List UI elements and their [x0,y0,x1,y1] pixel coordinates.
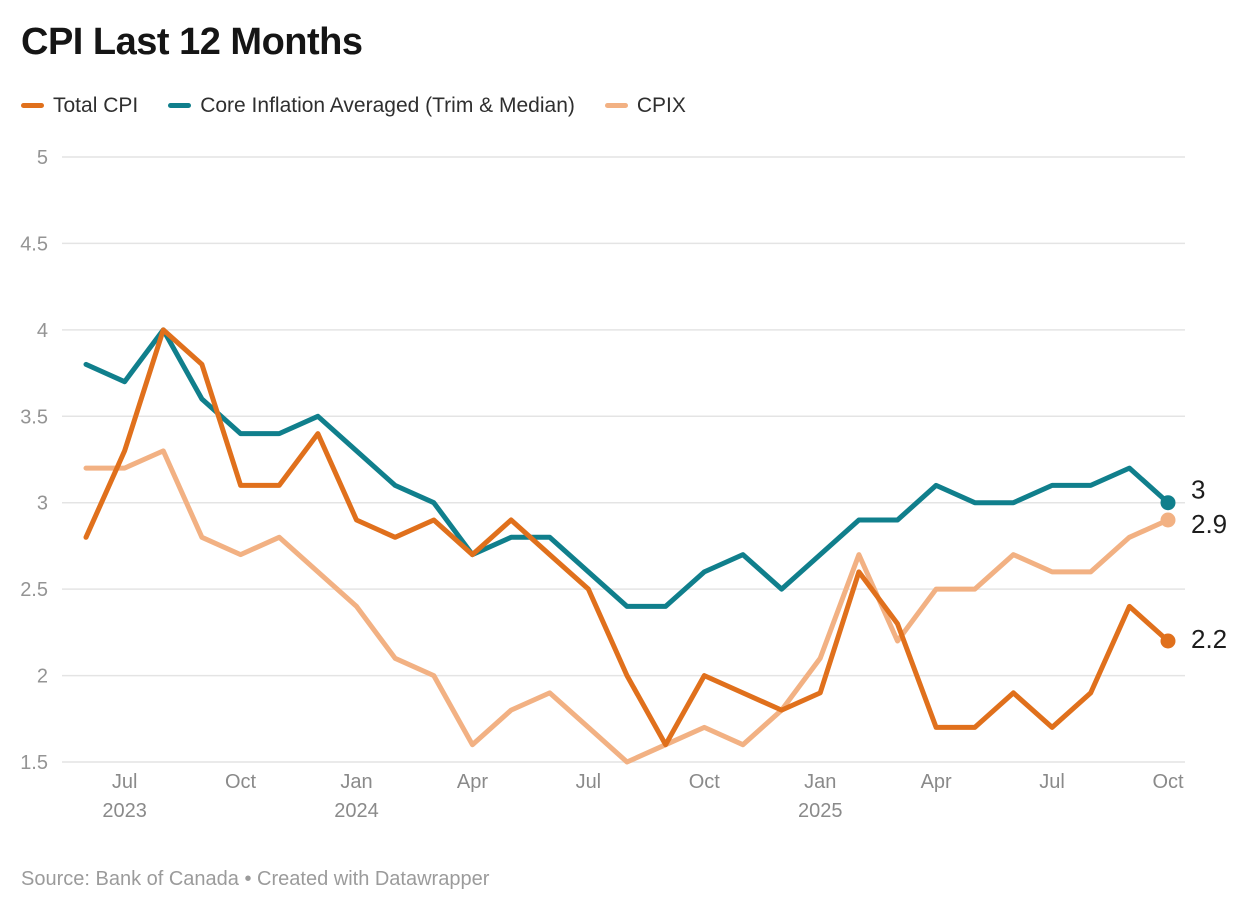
x-axis-year-label: 2023 [102,800,147,822]
legend: Total CPI Core Inflation Averaged (Trim … [21,95,686,116]
x-axis-year-label: 2024 [334,800,379,822]
series-line-cpix [83,448,1171,765]
end-dot-total-cpi [1160,633,1176,649]
x-axis-label: Oct [225,771,257,793]
x-axis-label: Jul [112,771,138,793]
series-line-core-inflation [83,327,1171,609]
x-axis-label: Jan [340,771,372,793]
y-axis-label: 3.5 [20,406,48,428]
legend-item-core-inflation: Core Inflation Averaged (Trim & Median) [168,95,575,116]
end-value-label-core-inflation: 3 [1191,475,1205,505]
x-axis-label: Apr [921,771,952,793]
end-value-label-cpix: 2.9 [1191,509,1227,539]
series-line-total-cpi [83,327,1171,748]
y-axis-label: 4.5 [20,233,48,255]
line-chart: 1.5 2 2.5 3 3.5 4 4.5 5 Jul 2023 Oct Jan 2024 Apr Jul O… [20,147,1227,822]
x-axis-label: Apr [457,771,488,793]
source-attribution: Source: Bank of Canada • Created with Da… [21,868,490,890]
end-dot-cpix [1160,512,1176,528]
y-axis-label: 1.5 [20,752,48,774]
y-axis-label: 2.5 [20,579,48,601]
end-value-label-total-cpi: 2.2 [1191,624,1227,654]
legend-label-core-inflation: Core Inflation Averaged (Trim & Median) [200,94,575,117]
legend-item-cpix: CPIX [604,94,686,117]
y-axis-label: 4 [37,320,48,342]
legend-label-total-cpi: Total CPI [53,94,139,117]
chart-title: CPI Last 12 Months [21,21,363,63]
x-axis-year-label: 2025 [798,800,843,822]
legend-swatch-cpix-icon [604,103,628,108]
legend-swatch-total-cpi-icon [21,103,44,108]
x-axis-label: Jan [804,771,836,793]
x-axis-label: Oct [689,771,721,793]
y-axis-label: 3 [37,493,48,515]
end-dot-core-inflation [1160,495,1176,511]
y-axis-label: 5 [37,147,48,169]
x-axis-label: Oct [1152,771,1184,793]
legend-swatch-core-inflation-icon [168,103,192,108]
legend-item-total-cpi: Total CPI [21,95,138,116]
legend-label-cpix: CPIX [636,94,686,117]
x-axis-label: Jul [1039,771,1065,793]
y-axis-label: 2 [37,666,48,688]
x-axis-label: Jul [576,771,602,793]
